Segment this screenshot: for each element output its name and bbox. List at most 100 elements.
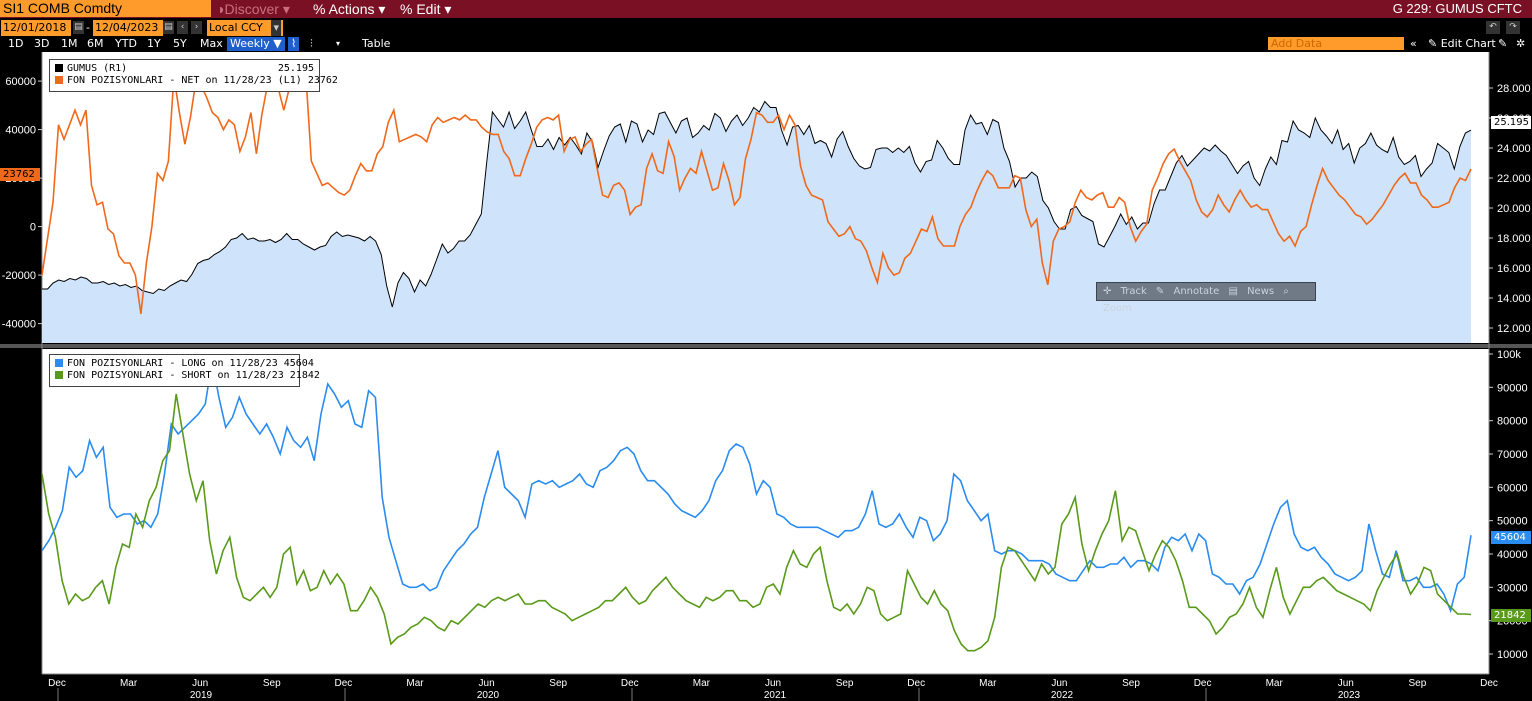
line-chart-icon[interactable]: ⌇ (288, 37, 300, 51)
gear-icon[interactable]: ✲ (1516, 37, 1526, 50)
legend-label: FON POZISYONLARI - NET on 11/28/23 (L1) (67, 75, 302, 86)
right-tick-label: 14.000 (1497, 293, 1531, 305)
bar-chart-icon[interactable]: ⫶ (310, 37, 313, 50)
x-tick-label: Dec (335, 678, 353, 689)
x-tick-label: Dec (907, 678, 925, 689)
prev-arrow-icon[interactable]: ‹ (177, 21, 188, 34)
right-tick-label: 28.000 (1497, 83, 1531, 95)
right-tick-label: 90000 (1497, 382, 1528, 394)
discover-label: Discover (224, 1, 279, 17)
x-tick-label: Dec (1480, 678, 1498, 689)
right-tick-label: 22.000 (1497, 173, 1531, 185)
currency-select[interactable]: Local CCY ▾ (207, 20, 283, 36)
legend-value: 45604 (283, 358, 314, 369)
x-tick-label: Jun (479, 678, 495, 689)
x-tick-label: Jun (765, 678, 781, 689)
x-tick-label: Dec (1194, 678, 1212, 689)
period-1m[interactable]: 1M (61, 37, 78, 50)
right-tick-label: 40000 (1497, 549, 1528, 561)
short-last-value-badge: 21842 (1491, 609, 1531, 622)
x-tick-label: Sep (263, 678, 281, 689)
end-date-field[interactable]: 12/04/2023 (93, 20, 163, 36)
window-title: G 229: GUMUS CFTC (1392, 1, 1522, 16)
legend-value: 23762 (307, 75, 338, 86)
legend-entry-net: FON POZISYONLARI - NET on 11/28/23 (L1) … (55, 75, 338, 87)
zoom-button[interactable]: ⌕ Zoom (1103, 286, 1289, 314)
collapse-icon[interactable]: « (1410, 37, 1417, 50)
chart-toolbar: ✛ Track ✎ Annotate ▤ News ⌕ Zoom (1096, 282, 1316, 314)
annotate-label: Annotate (1173, 286, 1220, 297)
track-label: Track (1120, 286, 1147, 297)
period-1d[interactable]: 1D (8, 37, 24, 50)
edit-chart-label: Edit Chart (1440, 37, 1496, 50)
frequency-select[interactable]: Weekly ▼ (227, 37, 285, 51)
x-tick-label: Mar (406, 678, 424, 689)
start-date-field[interactable]: 12/01/2018 (1, 20, 71, 36)
zoom-label: Zoom (1103, 303, 1132, 314)
add-data-input[interactable]: Add Data (1268, 37, 1404, 50)
chevron-down-icon: ▼ (273, 37, 282, 50)
calendar-icon[interactable]: ▤ (73, 21, 84, 34)
right-tick-label: 60000 (1497, 482, 1528, 494)
short-line (41, 393, 1472, 652)
chevron-down-icon[interactable]: ▾ (336, 39, 341, 48)
actions-label: Actions (328, 1, 375, 17)
edit-icon: % (400, 1, 413, 17)
panel-divider[interactable] (0, 344, 1532, 348)
currency-label: Local CCY (209, 21, 263, 34)
long-line (41, 360, 1472, 614)
x-tick-label: Jun (1338, 678, 1354, 689)
undo-icon[interactable]: ↶ (1486, 21, 1500, 34)
right-tick-label: 10000 (1497, 649, 1528, 661)
next-arrow-icon[interactable]: › (191, 21, 202, 34)
x-year-label: 2021 (764, 690, 787, 701)
period-max[interactable]: Max (200, 37, 223, 50)
x-tick-label: Jun (1051, 678, 1067, 689)
x-tick-label: Sep (549, 678, 567, 689)
period-1y[interactable]: 1Y (147, 37, 161, 50)
period-5y[interactable]: 5Y (173, 37, 187, 50)
x-year-label: 2019 (190, 690, 213, 701)
period-6m[interactable]: 6M (87, 37, 104, 50)
right-tick-label: 12.000 (1497, 323, 1531, 335)
pencil-icon[interactable]: ✎ (1498, 37, 1508, 50)
period-ytd[interactable]: YTD (115, 37, 137, 50)
table-button[interactable]: Table (362, 37, 391, 50)
x-tick-label: Dec (621, 678, 639, 689)
period-3d[interactable]: 3D (34, 37, 50, 50)
x-tick-label: Mar (693, 678, 711, 689)
legend-value: 21842 (289, 370, 320, 381)
redo-icon[interactable]: ↷ (1506, 21, 1520, 34)
x-year-label: 2020 (477, 690, 500, 701)
left-tick-label: 0 (30, 222, 36, 234)
ticker-field[interactable]: SI1 COMB Comdty (0, 0, 211, 17)
range-dash: - (86, 21, 90, 34)
right-tick-label: 20.000 (1497, 203, 1531, 215)
net-last-value-badge: 23762 (0, 168, 40, 181)
right-tick-label: 70000 (1497, 449, 1528, 461)
edit-menu[interactable]: % Edit ▾ (400, 0, 451, 18)
x-tick-label: Sep (836, 678, 854, 689)
right-tick-label: 24.000 (1497, 143, 1531, 155)
left-tick-label: 40000 (5, 125, 36, 137)
gumus-last-value-badge: 25.195 (1491, 116, 1531, 129)
edit-chart-button[interactable]: ✎ Edit Chart (1428, 37, 1496, 51)
discover-menu[interactable]: ◑ Discover ▾ (216, 0, 290, 18)
chevron-down-icon: ▾ (444, 1, 452, 17)
actions-menu[interactable]: % Actions ▾ (313, 0, 385, 18)
edit-label: Edit (416, 1, 441, 17)
calendar-icon[interactable]: ▤ (163, 21, 174, 34)
discover-icon: ◑ (216, 1, 225, 17)
legend-entry-gumus: GUMUS (R1) 25.195 (55, 63, 314, 75)
news-button[interactable]: ▤ News (1228, 286, 1275, 297)
annotate-button[interactable]: ✎ Annotate (1155, 286, 1220, 297)
track-button[interactable]: ✛ Track (1103, 286, 1147, 297)
gumus-line (42, 100, 1472, 308)
x-tick-label: Mar (1266, 678, 1284, 689)
lower-legend: FON POZISYONLARI - LONG on 11/28/23 4560… (49, 354, 320, 387)
period-bar: 1D 3D 1M 6M YTD 1Y 5Y Max Weekly ▼ ⌇ ⫶ ▾… (0, 37, 1532, 51)
pencil-icon: ✎ (1428, 37, 1438, 50)
left-tick-label: 60000 (5, 76, 36, 88)
legend-swatch (55, 64, 63, 72)
